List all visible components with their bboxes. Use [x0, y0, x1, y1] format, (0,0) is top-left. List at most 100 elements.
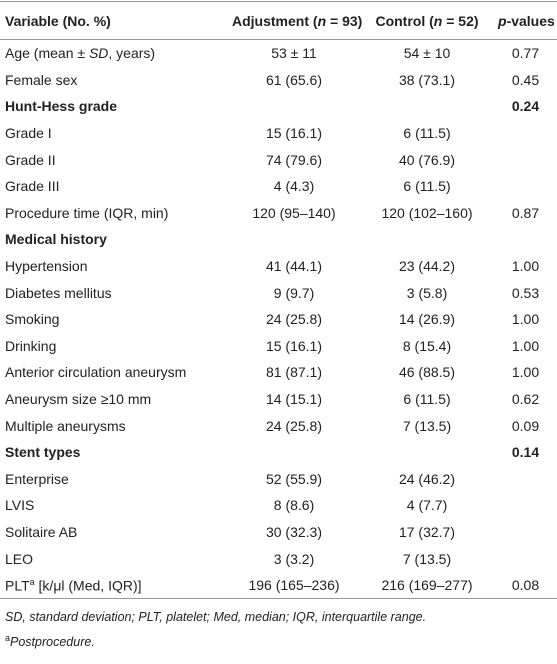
- header-cell: Control (n = 52): [360, 1, 494, 40]
- header-text: n: [317, 12, 327, 29]
- table-cell: 0.14: [494, 439, 557, 466]
- cell-text: Grade I: [5, 125, 52, 142]
- cell-text: 24 (46.2): [398, 470, 456, 487]
- cell-text: 1.00: [511, 337, 540, 354]
- cell-text: 0.87: [511, 204, 540, 221]
- table-row: Smoking 24 (25.8) 14 (26.9) 1.00: [0, 306, 557, 333]
- table-cell: 0.24: [494, 93, 557, 120]
- table-cell: 1.00: [494, 359, 557, 386]
- table-cell: PLTa [k/μl (Med, IQR)]: [0, 571, 228, 600]
- table-cell: 14 (26.9): [360, 306, 494, 333]
- cell-text: 15 (16.1): [265, 125, 323, 142]
- table-cell: 40 (76.9): [360, 146, 494, 173]
- cell-text: Smoking: [5, 311, 60, 328]
- cell-text: 0.77: [511, 45, 540, 62]
- section-row: Hunt-Hess grade 0.24: [0, 93, 557, 120]
- cell-text: 24 (25.8): [265, 311, 323, 328]
- cell-text: , years): [108, 45, 156, 62]
- table-cell: 38 (73.1): [360, 67, 494, 94]
- cell-text: Medical history: [5, 231, 107, 248]
- table-cell: LVIS: [0, 492, 228, 519]
- table-cell: Solitaire AB: [0, 519, 228, 546]
- cell-text: 0.08: [511, 577, 540, 594]
- cell-text: 14 (15.1): [265, 391, 323, 408]
- table-cell: Female sex: [0, 67, 228, 94]
- table-cell: 196 (165–236): [228, 571, 360, 600]
- cell-text: Aneurysm size ≥10 mm: [5, 391, 152, 408]
- header-text: p: [498, 12, 507, 29]
- cell-text: Grade II: [5, 151, 56, 168]
- table-row: Diabetes mellitus 9 (9.7) 3 (5.8) 0.53: [0, 279, 557, 306]
- cell-text: 8 (15.4): [402, 337, 452, 354]
- table-cell: 0.62: [494, 386, 557, 413]
- table-cell: 30 (32.3): [228, 519, 360, 546]
- cell-text: 30 (32.3): [265, 523, 323, 540]
- table-cell: 6 (11.5): [360, 173, 494, 200]
- table-cell: [494, 492, 557, 519]
- table-cell: 9 (9.7): [228, 279, 360, 306]
- table-cell: 14 (15.1): [228, 386, 360, 413]
- table-cell: Grade II: [0, 146, 228, 173]
- cell-text: 6 (11.5): [403, 178, 451, 195]
- cell-text: [k/μl (Med, IQR)]: [34, 577, 142, 594]
- table-cell: Hunt-Hess grade: [0, 93, 228, 120]
- footnotes: SD, standard deviation; PLT, platelet; M…: [0, 607, 557, 653]
- cell-text: 15 (16.1): [265, 337, 323, 354]
- cell-text: 4 (7.7): [406, 497, 448, 514]
- table-cell: 3 (3.2): [228, 545, 360, 572]
- cell-text: 23 (44.2): [398, 258, 456, 275]
- cell-text: SD: [88, 45, 109, 62]
- footnote: SD, standard deviation; PLT, platelet; M…: [5, 607, 557, 628]
- cell-text: 1.00: [511, 364, 540, 381]
- header-text: -values: [506, 12, 555, 29]
- cell-text: Diabetes mellitus: [5, 284, 112, 301]
- table-cell: 1.00: [494, 253, 557, 280]
- cell-text: 120 (102–160): [381, 204, 473, 221]
- table-cell: 0.87: [494, 200, 557, 227]
- cell-text: Solitaire AB: [5, 523, 78, 540]
- table-cell: Smoking: [0, 306, 228, 333]
- header-text: = 93): [326, 12, 363, 29]
- cell-text: 0.24: [511, 98, 540, 115]
- table-row: Solitaire AB 30 (32.3) 17 (32.7): [0, 519, 557, 546]
- table-cell: [494, 226, 557, 253]
- table-cell: 4 (7.7): [360, 492, 494, 519]
- cell-text: 0.45: [511, 71, 540, 88]
- table-row: PLTa [k/μl (Med, IQR)] 196 (165–236) 216 (…: [0, 571, 557, 600]
- cell-text: 4 (4.3): [273, 178, 315, 195]
- table-cell: 41 (44.1): [228, 253, 360, 280]
- table-cell: 8 (8.6): [228, 492, 360, 519]
- cell-text: 14 (26.9): [398, 311, 456, 328]
- cell-text: 17 (32.7): [398, 523, 456, 540]
- table-cell: [228, 439, 360, 466]
- table-cell: 0.77: [494, 40, 557, 67]
- table-cell: Aneurysm size ≥10 mm: [0, 386, 228, 413]
- cell-text: 24 (25.8): [265, 417, 323, 434]
- cell-text: 81 (87.1): [265, 364, 323, 381]
- table-cell: [494, 173, 557, 200]
- table-cell: [494, 519, 557, 546]
- cell-text: Multiple aneurysms: [5, 417, 126, 434]
- header-row: Variable (No. %) Adjustment (n = 93) Contr…: [0, 1, 557, 40]
- table-row: LEO 3 (3.2) 7 (13.5): [0, 545, 557, 572]
- cell-text: 0.09: [511, 417, 540, 434]
- table-cell: [360, 439, 494, 466]
- cell-text: 7 (13.5): [402, 550, 452, 567]
- table-cell: Grade I: [0, 120, 228, 147]
- header-text: Variable (No. %): [5, 12, 111, 29]
- cell-text: 74 (79.6): [265, 151, 323, 168]
- table-cell: [360, 226, 494, 253]
- table-cell: 0.09: [494, 412, 557, 439]
- table-cell: 216 (169–277): [360, 571, 494, 600]
- table-cell: 7 (13.5): [360, 545, 494, 572]
- table-cell: 15 (16.1): [228, 120, 360, 147]
- cell-text: 61 (65.6): [265, 71, 323, 88]
- table-row: Drinking 15 (16.1) 8 (15.4) 1.00: [0, 333, 557, 360]
- footnote: aPostprocedure.: [5, 628, 557, 653]
- cell-text: 3 (3.2): [273, 550, 315, 567]
- header-cell: p-values: [494, 1, 557, 40]
- cell-text: 54 ± 10: [403, 45, 451, 62]
- table-cell: 74 (79.6): [228, 146, 360, 173]
- table-cell: 4 (4.3): [228, 173, 360, 200]
